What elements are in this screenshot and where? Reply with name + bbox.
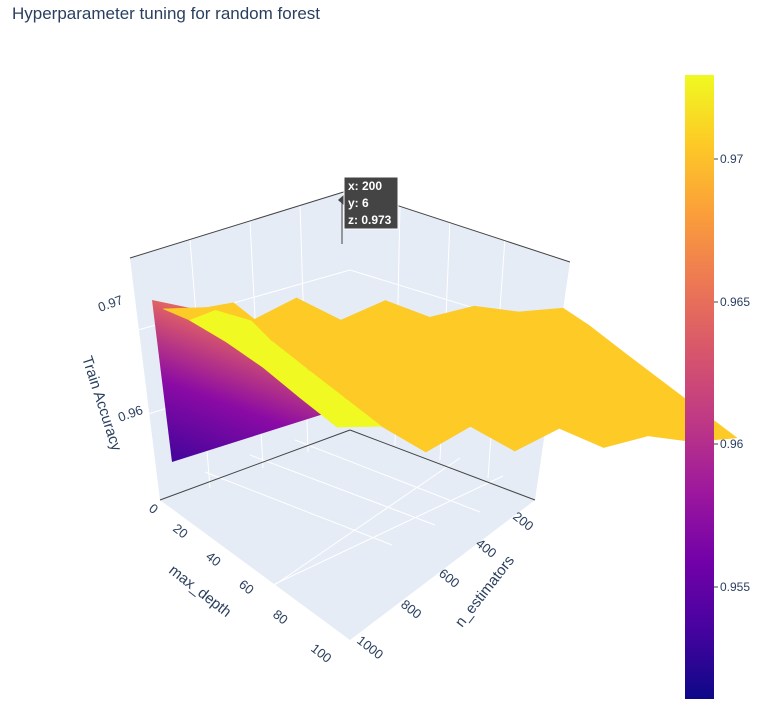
y-axis-title: max_depth [166,562,235,621]
y-tick-40: 40 [203,549,224,570]
x-tick-1000: 1000 [354,633,386,663]
hover-x-label: x: 200 [348,179,382,193]
surface-wall [152,300,330,462]
z-axis-title: Train Accuracy [78,354,125,454]
chart-title: Hyperparameter tuning for random forest [12,4,321,23]
y-tick-80: 80 [270,607,291,628]
surface-patch [163,302,234,321]
y-tick-0: 0 [146,501,161,517]
z-axis: 0.97 0.96 Train Accuracy [78,292,145,453]
z-tick-1: 0.96 [116,402,145,425]
x-axis-title: n_estimators [452,552,518,630]
y-tick-100: 100 [308,641,334,666]
hover-y-label: y: 6 [348,196,369,210]
colorbar-gradient [685,75,714,699]
y-tick-20: 20 [170,521,191,542]
hover-tooltip: x: 200 y: 6 z: 0.973 [343,176,399,230]
z-tick-0: 0.97 [96,292,125,315]
colorbar-tick-2: 0.96 [720,437,744,451]
colorbar-tick-1: 0.965 [720,295,750,309]
colorbar: 0.97 0.965 0.96 0.955 [685,75,750,699]
surface-ridges [163,297,738,453]
hover-z-label: z: 0.973 [348,213,392,227]
colorbar-tick-0: 0.97 [720,152,744,166]
scene-edges [129,189,571,501]
colorbar-tick-3: 0.955 [720,580,750,594]
